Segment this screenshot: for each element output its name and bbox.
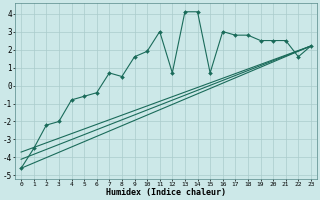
X-axis label: Humidex (Indice chaleur): Humidex (Indice chaleur) xyxy=(106,188,226,197)
